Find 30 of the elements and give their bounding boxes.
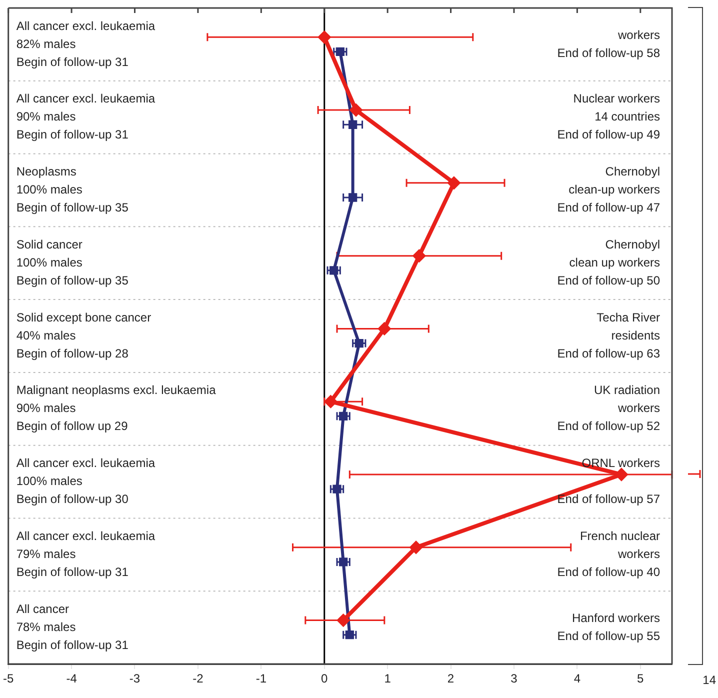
x-tick-label: 0 xyxy=(321,672,328,686)
y-tick-label: Solid cancer 100% males Begin of follow-up 35 xyxy=(16,237,129,288)
x-tick-label: 3 xyxy=(510,672,518,686)
y-tick-label: All cancer 78% males Begin of follow-up 31 xyxy=(16,602,129,652)
x-tick-label: 4 xyxy=(574,672,581,686)
x-tick-label: 1 xyxy=(384,672,392,686)
x-tick-label: -2 xyxy=(192,672,204,686)
y-tick-label: All cancer excl. leukaemia 100% males Begin of follow-up 30 xyxy=(16,456,156,506)
y-tick-label: All cancer excl. leukaemia 79% males Begin of follow-up 31 xyxy=(16,528,156,579)
y2-tick-label: Chernobyl clean-up workers End of follow-up 47 xyxy=(557,164,660,215)
y-tick-label: Malignant neoplasms excl. leukaemia 90% males Begin of follow up 29 xyxy=(16,383,216,434)
x-tick-label: -1 xyxy=(256,672,267,686)
x-tick-label: -3 xyxy=(129,672,140,686)
y-tick-label: All cancer excl. leukaemia 82% males Begin of follow-up 31 xyxy=(16,18,156,69)
y2-tick-label: Nuclear workers 14 countries End of follow-up 49 xyxy=(557,92,660,142)
y2-tick-label: Hanford workers End of follow-up 55 xyxy=(557,610,660,643)
y-tick-label: Solid except bone cancer 40% males Begin of follow-up 28 xyxy=(16,310,152,360)
y2-tick-label: workers End of follow-up 58 xyxy=(557,28,660,60)
y2-tick-label: Chernobyl clean up workers End of follow-up 50 xyxy=(557,237,660,288)
y2-tick-label: Techa River residents End of follow-up 63 xyxy=(557,310,660,360)
x-tick-label: -4 xyxy=(66,672,78,686)
y2-tick-label: French nuclear workers End of follow-up 40 xyxy=(557,528,660,579)
y-tick-label: Neoplasms 100% males Begin of follow-up 35 xyxy=(16,164,129,215)
x-tick-label: 2 xyxy=(447,672,454,686)
x-tick-label: 5 xyxy=(637,672,644,686)
y2-tick-label: UK radiation workers End of follow-up 52 xyxy=(557,383,660,434)
y-tick-label: All cancer excl. leukaemia 90% males Begin of follow-up 31 xyxy=(16,92,156,142)
x-tick-label: -5 xyxy=(3,672,14,686)
category-label: ORNL workers End of follow-up 57 xyxy=(557,456,660,506)
text: 14 xyxy=(702,673,716,689)
